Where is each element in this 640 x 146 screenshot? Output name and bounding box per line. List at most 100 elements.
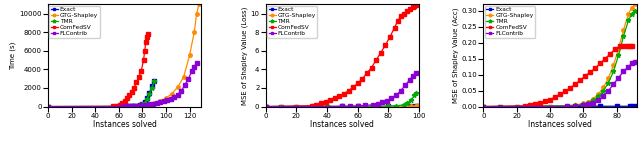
GTG-Shapley [262,106,269,107]
TMR [408,99,415,101]
FLContrib [346,105,354,107]
GTG-Shapley [339,106,346,107]
FLContrib [149,103,157,105]
TMR [614,55,622,56]
Exact [580,105,588,107]
Line: FLContrib: FLContrib [482,60,637,108]
ComFedSV [118,102,126,104]
TMR [127,106,134,107]
FLContrib [184,78,192,80]
FLContrib [595,99,602,101]
FLContrib [160,100,168,102]
ComFedSV [368,67,376,68]
ComFedSV [322,101,330,103]
FLContrib [620,71,627,72]
Line: TMR: TMR [45,79,157,109]
ComFedSV [591,67,599,69]
FLContrib [369,104,377,106]
FLContrib [177,90,185,92]
FLContrib [193,62,200,64]
GTG-Shapley [600,87,607,88]
Exact [122,106,130,107]
ComFedSV [363,72,371,74]
GTG-Shapley [323,106,331,107]
ComFedSV [386,36,394,38]
GTG-Shapley [563,105,571,106]
ComFedSV [372,59,380,61]
Exact [117,106,125,107]
Exact [44,106,52,107]
GTG-Shapley [195,4,203,5]
TMR [354,106,362,107]
ComFedSV [131,87,138,89]
TMR [150,81,158,82]
Exact [400,106,408,107]
Exact [354,106,362,107]
ComFedSV [109,105,116,107]
ComFedSV [394,20,401,22]
ComFedSV [551,96,559,98]
ComFedSV [262,106,269,107]
GTG-Shapley [595,93,602,95]
FLContrib [128,105,136,107]
TMR [148,87,156,89]
FLContrib [362,105,369,106]
GTG-Shapley [400,106,408,107]
FLContrib [614,77,622,79]
Exact [563,106,571,107]
GTG-Shapley [131,105,139,107]
TMR [563,105,571,107]
TMR [580,103,588,105]
FLContrib [610,83,618,85]
ComFedSV [403,10,411,12]
FLContrib [135,105,143,107]
Exact [138,103,146,105]
ComFedSV [623,45,630,47]
GTG-Shapley [479,106,487,107]
FLContrib [412,72,420,74]
Line: FLContrib: FLContrib [46,61,198,108]
ComFedSV [358,78,366,80]
ComFedSV [390,27,398,28]
ComFedSV [409,6,417,8]
Line: ComFedSV: ComFedSV [264,4,418,108]
FLContrib [388,97,396,99]
Exact [150,80,158,81]
FLContrib [142,104,150,106]
ComFedSV [397,16,404,17]
GTG-Shapley [128,106,136,107]
ComFedSV [116,104,124,106]
GTG-Shapley [174,86,182,88]
GTG-Shapley [168,93,176,94]
TMR [411,95,419,96]
GTG-Shapley [308,106,316,107]
ComFedSV [331,97,339,99]
FLContrib [628,63,636,64]
ComFedSV [143,36,151,38]
TMR [412,92,420,94]
TMR [620,35,627,37]
TMR [369,105,377,107]
FLContrib [409,75,417,77]
TMR [131,105,139,107]
Y-axis label: MSE of Shapley Value (Loss): MSE of Shapley Value (Loss) [241,6,248,105]
FLContrib [584,104,592,105]
Exact [496,106,504,107]
TMR [392,105,400,107]
GTG-Shapley [620,29,627,31]
GTG-Shapley [121,106,129,107]
FLContrib [167,98,175,100]
ComFedSV [411,5,419,7]
Line: TMR: TMR [481,8,637,109]
ComFedSV [308,105,316,107]
ComFedSV [581,75,589,77]
TMR [308,106,316,107]
ComFedSV [326,99,334,101]
GTG-Shapley [572,104,579,106]
TMR [145,93,153,94]
ComFedSV [596,63,604,64]
ComFedSV [340,93,348,94]
TMR [129,105,137,107]
FLContrib [156,101,164,103]
FLContrib [580,104,588,106]
